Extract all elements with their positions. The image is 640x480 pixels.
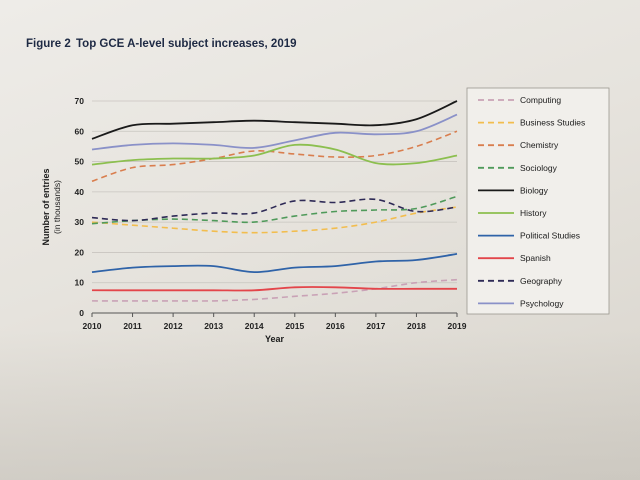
x-tick-label: 2015 — [285, 321, 304, 331]
x-tick-label: 2014 — [245, 321, 264, 331]
x-tick-label: 2010 — [83, 321, 102, 331]
chart-series-lines — [91, 100, 458, 302]
y-axis-title-group: Number of entries (in thousands) — [41, 168, 62, 245]
x-tick-label: 2017 — [366, 321, 385, 331]
figure-title: Figure 2 Top GCE A-level subject increase… — [26, 38, 297, 50]
figure-label: Figure 2 — [26, 38, 71, 50]
legend-label-political-studies: Political Studies — [520, 231, 580, 241]
series-line-spanish — [91, 286, 457, 292]
y-tick-label: 10 — [75, 278, 85, 288]
series-line-psychology — [91, 113, 458, 151]
y-tick-label: 40 — [75, 187, 85, 197]
y-tick-label: 60 — [75, 126, 85, 136]
series-line-computing — [91, 278, 458, 302]
legend-label-biology: Biology — [520, 185, 549, 195]
x-tick-label: 2013 — [204, 321, 223, 331]
y-axis-subtitle: (in thousands) — [52, 180, 62, 234]
chart-axes: 0 10 20 30 40 50 60 70 2010 2011 2012 2013 2014 2015 2… — [75, 96, 467, 331]
x-tick-label: 2012 — [164, 321, 183, 331]
y-tick-label: 30 — [75, 217, 85, 227]
y-tick-label: 50 — [75, 157, 85, 167]
legend-label-geography: Geography — [520, 276, 563, 286]
series-line-history — [91, 143, 458, 166]
legend-box — [466, 87, 610, 315]
series-line-geography — [91, 198, 458, 222]
chart-legend: Computing Business Studies Chemistry Sociol… — [466, 87, 610, 315]
legend-label-psychology: Psychology — [520, 298, 564, 308]
legend-label-sociology: Sociology — [520, 163, 558, 173]
legend-label-spanish: Spanish — [520, 253, 551, 263]
figure-title-text: Top GCE A-level subject increases, 2019 — [76, 38, 297, 50]
x-tick-label: 2019 — [448, 321, 467, 331]
y-tick-label: 20 — [75, 247, 85, 257]
x-axis-title: Year — [265, 334, 285, 344]
y-tick-label: 70 — [75, 96, 85, 106]
legend-label-computing: Computing — [520, 95, 561, 105]
chart-grid — [92, 100, 457, 284]
legend-label-business-studies: Business Studies — [520, 118, 585, 128]
legend-label-chemistry: Chemistry — [520, 140, 559, 150]
legend-label-history: History — [520, 208, 547, 218]
series-line-biology — [91, 100, 458, 140]
paper-shadow — [0, 330, 640, 480]
y-tick-label: 0 — [79, 308, 84, 318]
series-line-chemistry — [91, 130, 458, 183]
series-line-political-studies — [91, 253, 458, 274]
series-line-business-studies — [91, 206, 458, 234]
x-tick-label: 2018 — [407, 321, 426, 331]
x-tick-label: 2016 — [326, 321, 345, 331]
y-axis-title: Number of entries — [41, 168, 51, 245]
series-line-sociology — [91, 195, 458, 225]
x-tick-label: 2011 — [123, 321, 142, 331]
